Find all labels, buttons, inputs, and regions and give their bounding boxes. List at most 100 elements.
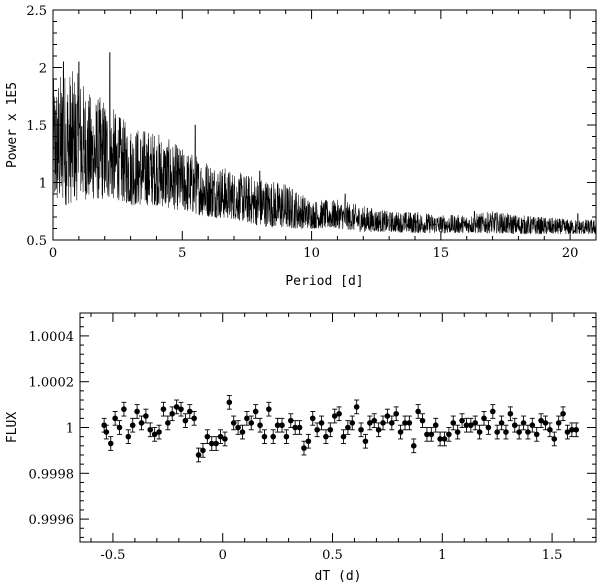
- lightcurve-point: [169, 410, 176, 417]
- lightcurve-point: [358, 426, 364, 433]
- lightcurve-point: [481, 415, 487, 422]
- lightcurve-point: [274, 422, 281, 429]
- lightcurve-point: [446, 431, 452, 438]
- lightcurve-point: [270, 433, 277, 440]
- lightcurve-point: [560, 410, 566, 417]
- lightcurve-point: [309, 415, 316, 422]
- lightcurve-point: [296, 424, 303, 431]
- lightcurve-point: [520, 420, 527, 426]
- lightcurve-point: [151, 431, 158, 438]
- lightcurve-point: [248, 420, 255, 426]
- lightcurve-point: [393, 410, 399, 417]
- lightcurve-point: [432, 422, 439, 429]
- lightcurve-point: [406, 420, 413, 426]
- lightcurve-point: [134, 408, 140, 415]
- lightcurve-point: [244, 415, 250, 422]
- lightcurve-point: [511, 422, 518, 429]
- lightcurve-point: [340, 433, 347, 440]
- lightcurve-point: [138, 420, 145, 426]
- lightcurve-point: [204, 433, 211, 440]
- lightcurve-point: [217, 433, 224, 440]
- lightcurve-point: [402, 420, 408, 426]
- lightcurve-point: [200, 447, 206, 454]
- lightcurve-point: [367, 420, 373, 426]
- lightcurve-point: [547, 426, 553, 433]
- lightcurve-point: [573, 426, 580, 433]
- lightcurve-x-tick-label: 0.5: [322, 548, 343, 563]
- periodogram-y-tick-label: 2.5: [26, 4, 47, 19]
- lightcurve-point: [182, 417, 189, 424]
- lightcurve-point: [318, 420, 325, 426]
- periodogram-y-axis-title: Power x 1E5: [5, 82, 20, 168]
- lightcurve-point: [195, 452, 202, 458]
- periodogram-x-tick-label: 10: [303, 246, 320, 261]
- lightcurve-point: [257, 422, 263, 429]
- lightcurve-point: [380, 420, 386, 426]
- lightcurve-y-tick-label: 1.0004: [29, 330, 75, 345]
- lightcurve-point: [239, 429, 246, 435]
- lightcurve-point: [129, 422, 136, 429]
- lightcurve-point: [569, 426, 575, 433]
- lightcurve-point: [375, 426, 382, 433]
- lightcurve-point: [498, 420, 505, 426]
- lightcurve-point: [503, 429, 509, 435]
- lightcurve-point: [349, 420, 356, 426]
- lightcurve-point: [454, 429, 461, 435]
- lightcurve-x-tick-label: 1.5: [542, 548, 563, 563]
- periodogram-y-tick-label: 1: [39, 177, 47, 192]
- lightcurve-point: [186, 408, 193, 415]
- lightcurve-y-tick-label: 0.9996: [29, 513, 75, 528]
- lightcurve-point: [490, 408, 496, 415]
- periodogram-y-tick-label: 1.5: [26, 119, 47, 134]
- lightcurve-point: [507, 410, 514, 417]
- lightcurve-x-tick-label: -0.5: [100, 548, 125, 563]
- lightcurve-point: [388, 420, 395, 426]
- periodogram-panel: 0 5 10 15 20 0.5 1 1.5 2 2.5 Period [d] Power x 1E5: [5, 4, 597, 289]
- lightcurve-point: [173, 404, 180, 410]
- lightcurve-point: [494, 429, 500, 435]
- lightcurve-point: [235, 424, 241, 431]
- lightcurve-point: [331, 413, 338, 419]
- lightcurve-point: [362, 438, 369, 445]
- periodogram-x-tick-label: 0: [49, 246, 57, 261]
- periodogram-x-tick-label: 5: [178, 246, 186, 261]
- lightcurve-point: [261, 433, 268, 440]
- lightcurve-point: [327, 426, 334, 433]
- lightcurve-y-tick-label: 0.9998: [29, 467, 75, 482]
- lightcurve-y-tick-label: 1: [66, 422, 74, 437]
- periodogram-y-tick-label: 2: [39, 62, 47, 77]
- lightcurve-point: [279, 422, 285, 429]
- lightcurve-point: [415, 408, 421, 415]
- lightcurve-point: [156, 429, 162, 435]
- lightcurve-point: [345, 424, 351, 431]
- lightcurve-point: [112, 415, 118, 422]
- lightcurve-point: [424, 431, 430, 438]
- lightcurve-point: [428, 431, 435, 438]
- lightcurve-point: [476, 429, 483, 435]
- periodogram-x-axis-title: Period [d]: [285, 274, 363, 289]
- lightcurve-point: [226, 399, 233, 406]
- lightcurve-point: [538, 417, 544, 424]
- lightcurve-point: [125, 433, 132, 440]
- periodogram-y-tick-label: 0.5: [26, 234, 47, 249]
- lightcurve-x-axis-title: dT (d): [315, 569, 362, 584]
- lightcurve-point: [410, 443, 417, 449]
- lightcurve-point: [459, 417, 465, 424]
- lightcurve-point: [516, 429, 522, 435]
- lightcurve-x-tick-label: 0: [219, 548, 227, 563]
- lightcurve-point: [336, 410, 342, 417]
- lightcurve-point: [191, 415, 197, 422]
- lightcurve-point: [116, 424, 123, 431]
- lightcurve-panel: -0.5 0 0.5 1 1.5 0.9996 0.9998 1 1.0002 1.0004 dT …: [5, 312, 597, 584]
- lightcurve-point: [208, 440, 215, 447]
- periodogram-x-tick-label: 15: [433, 246, 450, 261]
- lightcurve-point: [384, 413, 391, 419]
- lightcurve-point: [147, 426, 154, 433]
- lightcurve-point: [283, 433, 290, 440]
- lightcurve-point: [222, 436, 228, 442]
- lightcurve-frame: [79, 312, 597, 543]
- lightcurve-point: [551, 436, 558, 442]
- periodogram-x-tick-label: 20: [562, 246, 579, 261]
- periodogram-series-line: [52, 52, 597, 235]
